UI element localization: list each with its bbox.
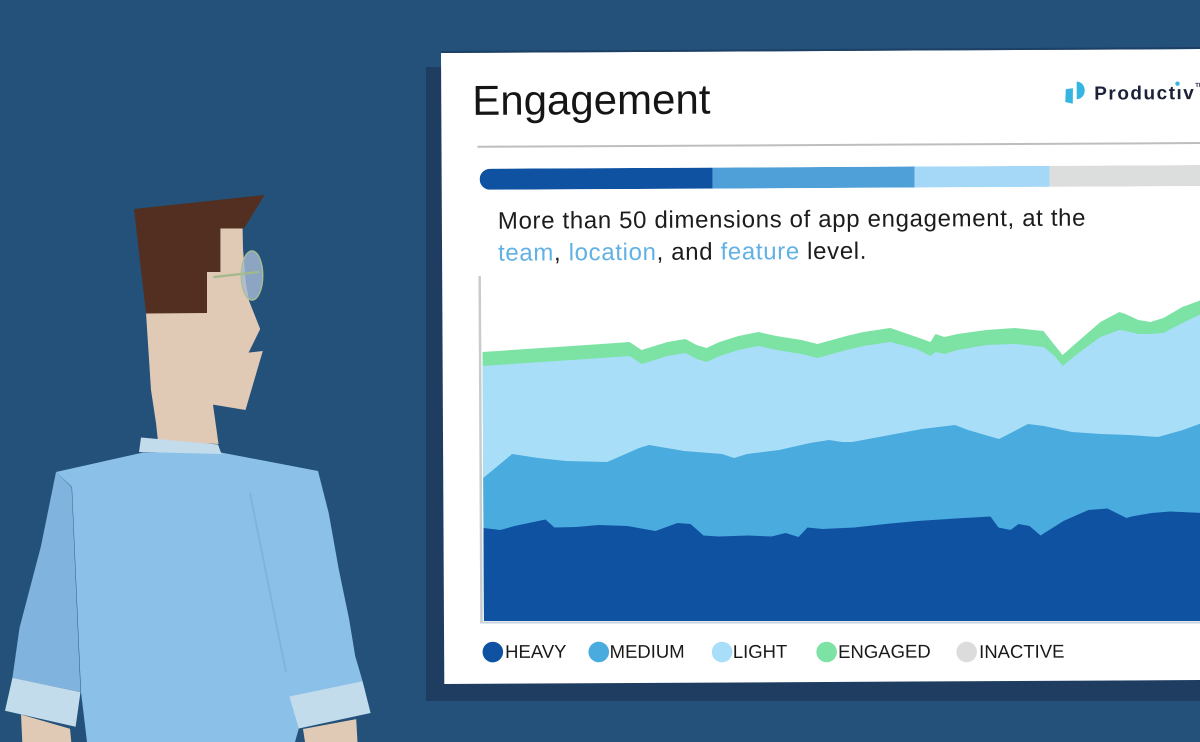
svg-text:LIGHT: LIGHT [733, 641, 788, 662]
svg-text:INACTIVE: INACTIVE [979, 641, 1064, 662]
svg-text:ENGAGED: ENGAGED [838, 641, 931, 662]
svg-text:Productıv: Productıv [1094, 83, 1195, 105]
svg-text:HEAVY: HEAVY [505, 641, 566, 662]
svg-text:TM: TM [1195, 83, 1200, 89]
svg-text:MEDIUM: MEDIUM [610, 641, 685, 662]
